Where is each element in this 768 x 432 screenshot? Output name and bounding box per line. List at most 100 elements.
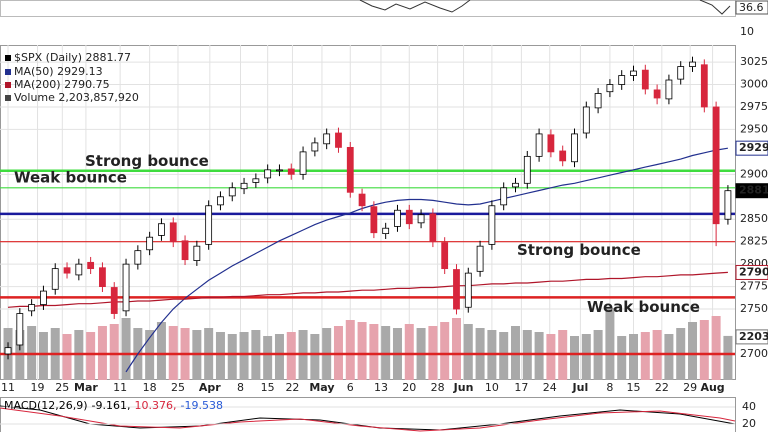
candle-body bbox=[146, 236, 154, 251]
candle-body bbox=[16, 313, 24, 346]
macd-legend-part: MACD(12,26,9) bbox=[4, 399, 88, 412]
volume-bar bbox=[463, 324, 473, 380]
candle-body bbox=[630, 70, 637, 76]
legend-swatch bbox=[5, 55, 11, 61]
volume-bar bbox=[239, 332, 249, 380]
volume-bar bbox=[215, 332, 225, 380]
candle-body bbox=[453, 269, 460, 310]
candle-body bbox=[476, 245, 484, 272]
x-tick-label: 19 bbox=[31, 381, 45, 394]
candle-body bbox=[193, 245, 201, 261]
level-label: Strong bounce bbox=[85, 152, 209, 170]
volume-bar bbox=[156, 322, 166, 380]
candle-body bbox=[252, 178, 260, 183]
volume-bar bbox=[617, 336, 627, 380]
volume-bar bbox=[86, 332, 96, 380]
volume-bar bbox=[263, 336, 273, 380]
volume-bar bbox=[581, 334, 591, 380]
candle-body bbox=[158, 223, 165, 236]
legend-swatch bbox=[5, 95, 11, 101]
volume-bar bbox=[345, 320, 355, 380]
legend-swatch bbox=[5, 82, 11, 88]
volume-bar bbox=[274, 334, 284, 380]
macd-tick-label: 20 bbox=[742, 417, 756, 430]
candle-body bbox=[63, 267, 71, 274]
level-label: Weak bounce bbox=[587, 298, 700, 316]
candle-body bbox=[394, 209, 401, 227]
macd-signal bbox=[0, 407, 736, 432]
volume-bar bbox=[121, 318, 131, 380]
x-tick-label: 8 bbox=[237, 381, 244, 394]
x-tick-label: 6 bbox=[347, 381, 354, 394]
x-tick-label: 15 bbox=[261, 381, 275, 394]
x-tick-label: 25 bbox=[171, 381, 185, 394]
candle-body bbox=[571, 133, 578, 163]
volume-bar bbox=[640, 332, 650, 380]
candle-body bbox=[228, 187, 236, 197]
candle-body bbox=[689, 61, 696, 67]
candle-body bbox=[594, 93, 602, 109]
candle-body bbox=[276, 169, 283, 172]
candle-body bbox=[653, 89, 661, 99]
volume-bar bbox=[699, 320, 709, 380]
candle-body bbox=[429, 213, 437, 243]
volume-bar bbox=[605, 308, 615, 380]
y-tick-label: 2900 bbox=[740, 167, 768, 180]
rsi-tag bbox=[735, 0, 768, 15]
x-tick-label: May bbox=[309, 381, 334, 394]
x-tick-label: 13 bbox=[374, 381, 388, 394]
candle-body bbox=[99, 267, 106, 287]
candle-body bbox=[417, 214, 425, 224]
x-tick-label: 28 bbox=[431, 381, 445, 394]
volume-bar bbox=[664, 334, 674, 380]
x-tick-label: Aug bbox=[700, 381, 724, 394]
price-tag-label: 2929 bbox=[739, 141, 768, 154]
candle-body bbox=[311, 142, 319, 152]
macd-legend-part: -9.161, bbox=[92, 399, 131, 412]
y-tick-label: 3000 bbox=[740, 78, 768, 91]
x-tick-label: 11 bbox=[113, 381, 127, 394]
candle-body bbox=[724, 190, 732, 220]
y-tick-label: 2950 bbox=[740, 122, 768, 135]
candle-body bbox=[700, 64, 708, 108]
macd-panel bbox=[0, 397, 736, 432]
volume-bar bbox=[109, 324, 119, 380]
price-tag bbox=[735, 140, 768, 156]
candle-body bbox=[75, 263, 83, 276]
volume-bar bbox=[451, 318, 461, 380]
candle-body bbox=[134, 250, 142, 265]
level-label: Weak bounce bbox=[14, 168, 127, 186]
macd-tick-label: 40 bbox=[742, 400, 756, 413]
x-tick-label: 15 bbox=[627, 381, 641, 394]
volume-bar bbox=[440, 322, 450, 380]
volume-bar bbox=[688, 322, 698, 380]
candle-body bbox=[500, 187, 508, 206]
macd-legend-part: -19.538 bbox=[181, 399, 223, 412]
volume-bar bbox=[310, 334, 320, 380]
candle-body bbox=[547, 134, 555, 153]
x-tick-label: 18 bbox=[143, 381, 157, 394]
x-tick-label: Jul bbox=[572, 381, 589, 394]
candle-body bbox=[405, 209, 413, 225]
volume-bar bbox=[369, 324, 379, 380]
level-label: Strong bounce bbox=[517, 241, 641, 259]
legend-label: $SPX (Daily) 2881.77 bbox=[14, 51, 131, 64]
legend-label: MA(200) 2790.75 bbox=[14, 78, 110, 91]
volume-bar bbox=[711, 316, 721, 380]
volume-bar bbox=[227, 334, 237, 380]
y-tick-label: 2700 bbox=[740, 347, 768, 360]
legend-label: MA(50) 2929.13 bbox=[14, 65, 103, 78]
candle-body bbox=[512, 182, 519, 188]
candle-body bbox=[205, 205, 213, 245]
candle-body bbox=[264, 169, 272, 179]
candle-body bbox=[488, 205, 496, 245]
rsi-tag-label: 36.6 bbox=[739, 1, 764, 14]
volume-bar bbox=[499, 332, 509, 380]
price-tag-label: 2790 bbox=[739, 265, 768, 278]
x-tick-label: Apr bbox=[199, 381, 221, 394]
candle-body bbox=[523, 155, 531, 184]
volume-bar bbox=[629, 334, 639, 380]
x-tick-label: Mar bbox=[74, 381, 98, 394]
